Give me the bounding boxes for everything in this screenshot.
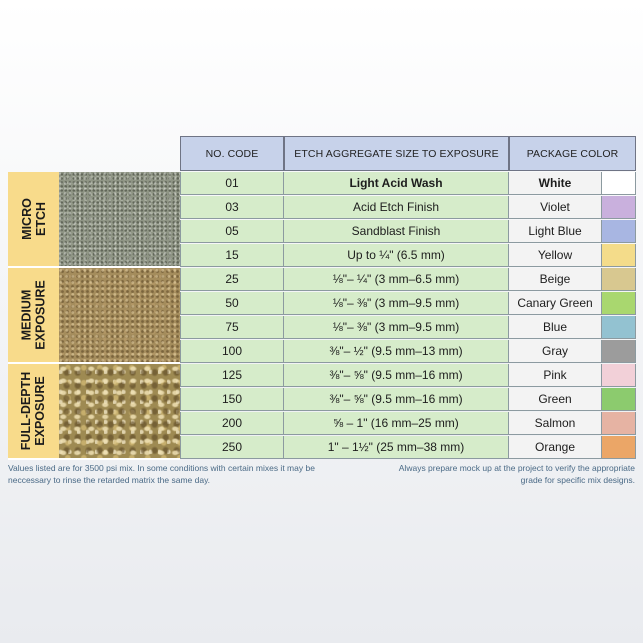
table-row: 05 Sandblast Finish Light Blue (180, 220, 636, 243)
package-color-name: Gray (509, 340, 602, 363)
size-cell: ⅜"– ½" (9.5 mm–13 mm) (284, 340, 509, 363)
code-cell: 125 (180, 364, 284, 387)
code-cell: 05 (180, 220, 284, 243)
group-label-line1: FULL-DEPTH (19, 371, 34, 451)
code-cell: 100 (180, 340, 284, 363)
table-row: 125 ⅜"– ⅝" (9.5 mm–16 mm) Pink (180, 364, 636, 387)
package-color-swatch (602, 340, 636, 363)
package-color-name: Violet (509, 196, 602, 219)
code-cell: 50 (180, 292, 284, 315)
table-row: 100 ⅜"– ½" (9.5 mm–13 mm) Gray (180, 340, 636, 363)
group-label: MICRO ETCH (8, 172, 59, 268)
package-color-swatch (602, 412, 636, 435)
group-label-line1: MEDIUM (19, 289, 34, 341)
package-color-name: Salmon (509, 412, 602, 435)
package-color-name: Green (509, 388, 602, 411)
package-color-name: Light Blue (509, 220, 602, 243)
size-cell: ⅜"– ⅝" (9.5 mm–16 mm) (284, 388, 509, 411)
size-cell: ⅝ – 1" (16 mm–25 mm) (284, 412, 509, 435)
aggregate-texture-sample (59, 268, 180, 364)
size-cell: Light Acid Wash (284, 172, 509, 195)
size-cell: ⅛"– ⅜" (3 mm–9.5 mm) (284, 292, 509, 315)
package-color-name: Yellow (509, 244, 602, 267)
package-color-swatch (602, 244, 636, 267)
size-cell: 1" – 1½" (25 mm–38 mm) (284, 436, 509, 459)
package-color-name: Orange (509, 436, 602, 459)
size-cell: Acid Etch Finish (284, 196, 509, 219)
header-package-color: PACKAGE COLOR (509, 136, 636, 171)
package-color-swatch (602, 292, 636, 315)
group-label-line2: EXPOSURE (33, 376, 48, 446)
table-row: 15 Up to ¼" (6.5 mm) Yellow (180, 244, 636, 267)
package-color-name: Pink (509, 364, 602, 387)
package-color-swatch (602, 220, 636, 243)
header-no-code: NO. CODE (180, 136, 284, 171)
table-row: 150 ⅜"– ⅝" (9.5 mm–16 mm) Green (180, 388, 636, 411)
size-cell: ⅛"– ¼" (3 mm–6.5 mm) (284, 268, 509, 291)
package-color-swatch (602, 268, 636, 291)
code-cell: 03 (180, 196, 284, 219)
size-cell: ⅛"– ⅜" (3 mm–9.5 mm) (284, 316, 509, 339)
package-color-swatch (602, 388, 636, 411)
package-color-swatch (602, 172, 636, 195)
package-color-swatch (602, 364, 636, 387)
package-color-swatch (602, 316, 636, 339)
table-row: 50 ⅛"– ⅜" (3 mm–9.5 mm) Canary Green (180, 292, 636, 315)
code-cell: 75 (180, 316, 284, 339)
code-cell: 250 (180, 436, 284, 459)
table-row: 75 ⅛"– ⅜" (3 mm–9.5 mm) Blue (180, 316, 636, 339)
table-row: 200 ⅝ – 1" (16 mm–25 mm) Salmon (180, 412, 636, 435)
code-cell: 01 (180, 172, 284, 195)
package-color-swatch (602, 196, 636, 219)
code-cell: 15 (180, 244, 284, 267)
package-color-name: Canary Green (509, 292, 602, 315)
footnote-right: Always prepare mock up at the project to… (398, 463, 635, 485)
code-cell: 150 (180, 388, 284, 411)
package-color-name: Beige (509, 268, 602, 291)
size-cell: ⅜"– ⅝" (9.5 mm–16 mm) (284, 364, 509, 387)
table-row: 250 1" – 1½" (25 mm–38 mm) Orange (180, 436, 636, 459)
group-label: FULL-DEPTH EXPOSURE (8, 364, 59, 460)
group-label-line2: ETCH (33, 201, 48, 237)
table-row: 03 Acid Etch Finish Violet (180, 196, 636, 219)
aggregate-texture-sample (59, 172, 180, 268)
group-label: MEDIUM EXPOSURE (8, 268, 59, 364)
table-row: 25 ⅛"– ¼" (3 mm–6.5 mm) Beige (180, 268, 636, 291)
code-cell: 200 (180, 412, 284, 435)
package-color-name: White (509, 172, 602, 195)
group-label-line2: EXPOSURE (33, 280, 48, 350)
size-cell: Sandblast Finish (284, 220, 509, 243)
package-color-swatch (602, 436, 636, 459)
code-cell: 25 (180, 268, 284, 291)
table-row: 01 Light Acid Wash White (180, 172, 636, 195)
package-color-name: Blue (509, 316, 602, 339)
header-etch-size: ETCH AGGREGATE SIZE TO EXPOSURE (284, 136, 509, 171)
footnote-left: Values listed are for 3500 psi mix. In s… (8, 463, 315, 485)
aggregate-texture-sample (59, 364, 180, 460)
group-label-line1: MICRO (19, 198, 34, 240)
size-cell: Up to ¼" (6.5 mm) (284, 244, 509, 267)
